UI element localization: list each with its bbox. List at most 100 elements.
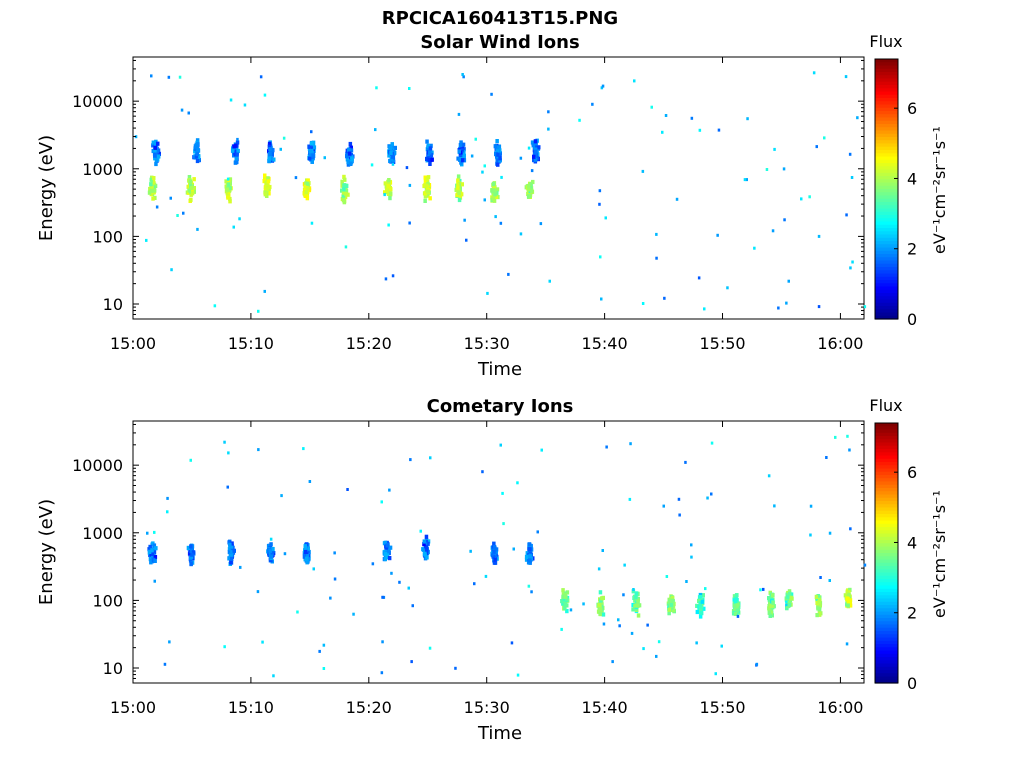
heatmap-cell bbox=[349, 161, 353, 166]
colorbar-swatch bbox=[875, 523, 898, 528]
heatmap-cell bbox=[536, 156, 540, 161]
colorbar-swatch bbox=[875, 468, 898, 473]
heatmap-cell bbox=[263, 173, 267, 178]
x-tick-label: 15:20 bbox=[346, 334, 392, 353]
colorbar-swatch bbox=[875, 244, 898, 249]
heatmap-cell bbox=[387, 186, 391, 191]
heatmap-cell bbox=[190, 547, 194, 552]
heatmap-cell bbox=[166, 510, 169, 514]
heatmap-cell bbox=[493, 192, 497, 197]
heatmap-cell bbox=[306, 546, 310, 551]
heatmap-cell bbox=[272, 674, 275, 678]
heatmap-cell bbox=[424, 534, 429, 539]
heatmap-cells bbox=[146, 434, 867, 678]
heatmap-cell bbox=[195, 138, 200, 143]
heatmap-cell bbox=[149, 560, 153, 565]
heatmap-cell bbox=[604, 216, 607, 220]
heatmap-cell bbox=[597, 567, 601, 571]
colorbar-swatch bbox=[875, 302, 898, 307]
heatmap-cell bbox=[633, 79, 636, 83]
heatmap-cell bbox=[279, 147, 282, 151]
heatmap-cell bbox=[700, 599, 705, 604]
colorbar-swatch bbox=[875, 449, 898, 453]
heatmap-cell bbox=[426, 541, 430, 546]
heatmap-cell bbox=[269, 554, 273, 559]
heatmap-cell bbox=[422, 539, 427, 544]
heatmap-cell bbox=[391, 158, 396, 163]
colorbar-swatch bbox=[875, 221, 898, 226]
heatmap-cell bbox=[193, 144, 198, 149]
heatmap-cell bbox=[699, 611, 704, 616]
heatmap-cell bbox=[411, 604, 414, 608]
heatmap-cell bbox=[809, 504, 813, 508]
colorbar-swatch bbox=[875, 185, 898, 190]
heatmap-cell bbox=[384, 277, 388, 281]
heatmap-cell bbox=[195, 151, 199, 157]
heatmap-cell bbox=[850, 176, 854, 179]
panel-solar-wind: Solar Wind Ions 10 100 1000 10000 15:00 15:1… bbox=[36, 32, 949, 380]
heatmap-cell bbox=[238, 217, 241, 221]
heatmap-cell bbox=[347, 147, 351, 152]
heatmap-cell bbox=[228, 177, 233, 182]
colorbar-swatch bbox=[875, 598, 898, 603]
heatmap-cell bbox=[847, 592, 851, 597]
heatmap-cell bbox=[232, 548, 236, 553]
colorbar-swatch bbox=[875, 569, 898, 574]
colorbar-swatch bbox=[875, 676, 898, 681]
heatmap-cell bbox=[533, 157, 538, 162]
colorbar-swatch bbox=[875, 673, 898, 678]
heatmap-cell bbox=[600, 297, 603, 301]
heatmap-cell bbox=[346, 162, 351, 167]
colorbar-swatch bbox=[875, 540, 898, 544]
heatmap-cell bbox=[168, 640, 171, 644]
heatmap-cell bbox=[629, 442, 632, 446]
heatmap-cell bbox=[148, 544, 152, 549]
heatmap-cell bbox=[767, 596, 771, 601]
heatmap-cell bbox=[340, 188, 344, 193]
colorbar-tick-label: 4 bbox=[907, 533, 917, 552]
colorbar-tick-label: 2 bbox=[907, 240, 917, 259]
heatmap-cell bbox=[759, 588, 762, 592]
colorbar-swatch bbox=[875, 169, 898, 174]
colorbar-title: Flux bbox=[869, 396, 902, 415]
heatmap-cell bbox=[470, 154, 474, 158]
heatmap-cell bbox=[848, 152, 852, 156]
heatmap-cell bbox=[387, 556, 392, 561]
colorbar-swatch bbox=[875, 250, 898, 255]
heatmap-cell bbox=[516, 673, 520, 677]
heatmap-cell bbox=[228, 199, 232, 204]
heatmap-cell bbox=[845, 213, 848, 217]
heatmap-cell bbox=[341, 190, 346, 195]
colorbar-swatch bbox=[875, 237, 898, 242]
heatmap-cell bbox=[495, 149, 499, 154]
heatmap-cell bbox=[690, 543, 693, 547]
heatmap-cell bbox=[698, 603, 702, 608]
heatmap-cell bbox=[697, 595, 702, 600]
colorbar: 0 2 4 6 bbox=[874, 422, 917, 693]
heatmap-cell bbox=[642, 647, 645, 651]
heatmap-cell bbox=[493, 557, 497, 562]
heatmap-cell bbox=[176, 214, 179, 217]
heatmap-cell bbox=[228, 542, 232, 547]
heatmap-cell bbox=[192, 186, 196, 191]
heatmap-cell bbox=[190, 185, 194, 191]
heatmap-cell bbox=[817, 305, 821, 309]
heatmap-cell bbox=[536, 530, 539, 534]
y-axis-ticks: 10 100 1000 10000 bbox=[72, 423, 864, 684]
heatmap-cell bbox=[426, 143, 430, 148]
heatmap-cell bbox=[304, 189, 309, 195]
colorbar-swatch bbox=[875, 666, 898, 671]
heatmap-cell bbox=[601, 84, 605, 88]
colorbar-swatch bbox=[875, 133, 898, 138]
heatmap-cell bbox=[769, 610, 773, 615]
heatmap-cell bbox=[815, 145, 818, 149]
heatmap-cell bbox=[815, 613, 819, 618]
heatmap-cell bbox=[390, 571, 393, 575]
heatmap-cell bbox=[428, 146, 433, 151]
panel-title: Solar Wind Ions bbox=[420, 32, 579, 53]
colorbar-swatch bbox=[875, 471, 898, 476]
colorbar-tick-label: 6 bbox=[907, 99, 917, 118]
heatmap-cell bbox=[157, 151, 161, 156]
heatmap-cell bbox=[408, 183, 412, 187]
